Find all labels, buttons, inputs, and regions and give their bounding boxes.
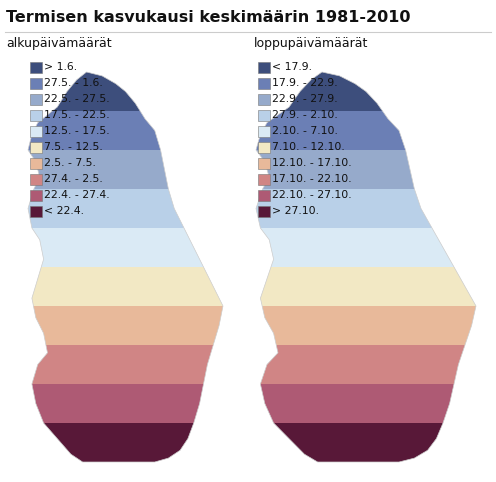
Bar [258, 126, 270, 137]
Bar [258, 78, 270, 89]
Bar [30, 158, 42, 169]
Text: 27.5. - 1.6.: 27.5. - 1.6. [44, 79, 103, 89]
Text: 22.10. - 27.10.: 22.10. - 27.10. [272, 190, 352, 201]
Bar [30, 206, 42, 217]
Bar [30, 110, 42, 121]
Polygon shape [260, 267, 476, 306]
Polygon shape [256, 189, 432, 228]
Polygon shape [260, 228, 454, 267]
Bar [30, 62, 42, 73]
Polygon shape [260, 345, 465, 384]
Polygon shape [33, 306, 223, 345]
Bar [258, 142, 270, 153]
Bar [30, 94, 42, 105]
Text: 7.5. - 12.5.: 7.5. - 12.5. [44, 143, 103, 152]
Polygon shape [32, 228, 203, 267]
Polygon shape [32, 384, 203, 423]
Polygon shape [262, 306, 476, 345]
Text: 22.9. - 27.9.: 22.9. - 27.9. [272, 94, 338, 105]
Text: 12.5. - 17.5.: 12.5. - 17.5. [44, 126, 110, 136]
Text: 17.9. - 22.9.: 17.9. - 22.9. [272, 79, 338, 89]
Bar [258, 158, 270, 169]
Polygon shape [44, 423, 194, 462]
Text: loppupäivämäärät: loppupäivämäärät [254, 37, 369, 50]
Text: 2.5. - 7.5.: 2.5. - 7.5. [44, 159, 96, 169]
Polygon shape [260, 384, 454, 423]
Text: 12.10. - 17.10.: 12.10. - 17.10. [272, 159, 352, 169]
Text: > 27.10.: > 27.10. [272, 206, 319, 216]
Polygon shape [32, 345, 213, 384]
Bar [258, 190, 270, 201]
Polygon shape [274, 423, 443, 462]
Text: 27.4. - 2.5.: 27.4. - 2.5. [44, 174, 103, 185]
Text: 17.5. - 22.5.: 17.5. - 22.5. [44, 110, 110, 120]
Text: < 22.4.: < 22.4. [44, 206, 84, 216]
Text: 27.9. - 2.10.: 27.9. - 2.10. [272, 110, 338, 120]
Text: > 1.6.: > 1.6. [44, 63, 77, 72]
Bar [30, 190, 42, 201]
Polygon shape [284, 72, 382, 111]
Bar [258, 110, 270, 121]
Text: 17.10. - 22.10.: 17.10. - 22.10. [272, 174, 352, 185]
Polygon shape [28, 150, 169, 189]
Text: 7.10. - 12.10.: 7.10. - 12.10. [272, 143, 345, 152]
Text: Termisen kasvukausi keskimäärin 1981-2010: Termisen kasvukausi keskimäärin 1981-201… [6, 10, 411, 25]
Polygon shape [28, 189, 184, 228]
Bar [258, 206, 270, 217]
Text: 2.10. - 7.10.: 2.10. - 7.10. [272, 126, 338, 136]
Text: alkupäivämäärät: alkupäivämäärät [6, 37, 112, 50]
Bar [30, 126, 42, 137]
Polygon shape [256, 111, 406, 150]
Text: < 17.9.: < 17.9. [272, 63, 312, 72]
Polygon shape [32, 267, 223, 306]
Bar [30, 174, 42, 185]
Bar [30, 142, 42, 153]
Polygon shape [28, 111, 161, 150]
Polygon shape [256, 150, 414, 189]
Bar [258, 174, 270, 185]
Text: 22.4. - 27.4.: 22.4. - 27.4. [44, 190, 110, 201]
Polygon shape [53, 72, 140, 111]
Bar [30, 78, 42, 89]
Text: 22.5. - 27.5.: 22.5. - 27.5. [44, 94, 110, 105]
Bar [258, 94, 270, 105]
Bar [258, 62, 270, 73]
